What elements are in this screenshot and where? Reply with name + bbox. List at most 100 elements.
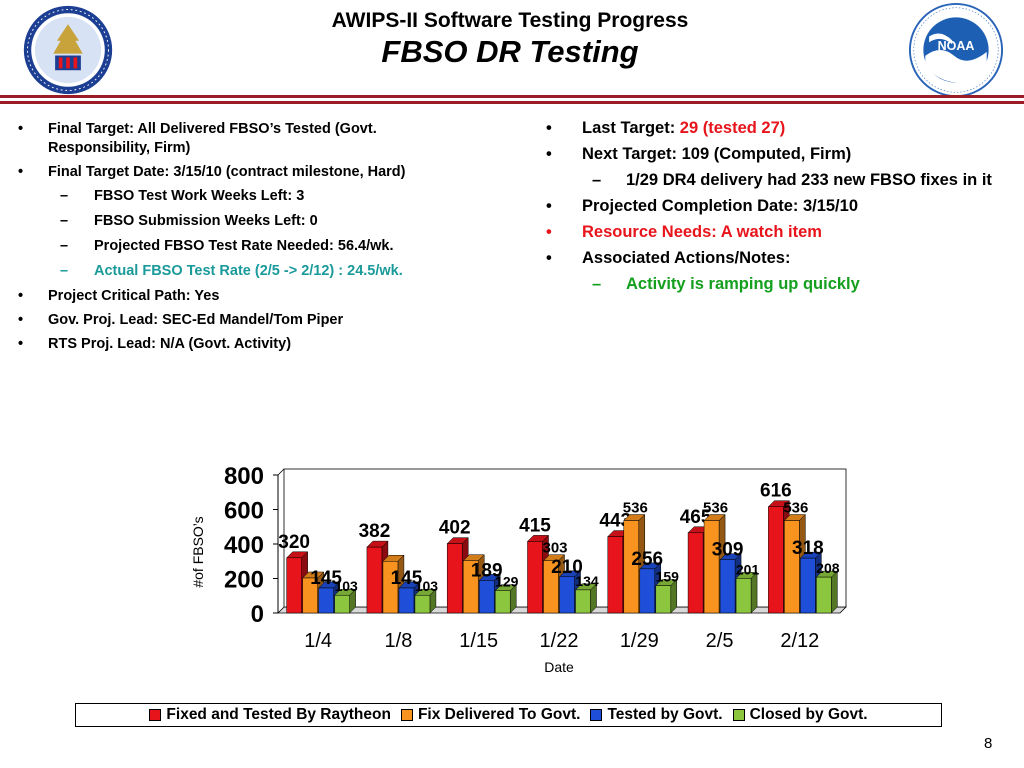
- left-bullet-item: • RTS Proj. Lead: N/A (Govt. Activity): [12, 335, 482, 354]
- bar-value-label: 134: [575, 573, 599, 589]
- bar-value-label: 320: [278, 532, 310, 553]
- bar: [687, 532, 704, 614]
- department-of-commerce-seal-icon: [23, 5, 113, 95]
- bar-side: [750, 571, 758, 614]
- bullet-marker: •: [18, 312, 24, 328]
- bullet-marker: •: [18, 288, 24, 304]
- left-bullet-item: – Actual FBSO Test Rate (2/5 -> 2/12) : 2…: [12, 262, 482, 281]
- bar-value-label: 415: [519, 515, 551, 536]
- bullet-marker: •: [546, 119, 552, 137]
- bar-value-label: 309: [712, 540, 744, 561]
- bullet-marker: •: [546, 249, 552, 267]
- bar: [382, 561, 399, 614]
- legend-item: Fix Delivered To Govt.: [400, 706, 580, 724]
- bullet-marker: –: [592, 171, 602, 189]
- y-axis-depth-line: [277, 468, 285, 476]
- header-rule-bottom: [0, 101, 1024, 104]
- bar: [800, 557, 816, 614]
- bar: [623, 520, 640, 614]
- right-bullet-item: • Last Target: 29 (tested 27): [536, 118, 1006, 138]
- bullet-text: FBSO Test Work Weeks Left: 3: [94, 188, 305, 204]
- bar: [639, 568, 656, 614]
- bullet-marker: –: [60, 238, 69, 254]
- bar: [478, 580, 495, 614]
- bar: [719, 559, 736, 614]
- y-tick-label: 800: [224, 463, 264, 490]
- bar-value-label: 201: [736, 561, 760, 577]
- bar-value-label: 208: [816, 560, 840, 576]
- x-tick-label: 1/4: [304, 630, 332, 652]
- legend-label: Closed by Govt.: [749, 706, 868, 723]
- bullet-marker: •: [18, 336, 24, 352]
- right-bullet-item: • Resource Needs: A watch item: [536, 222, 1006, 242]
- bar: [366, 546, 383, 614]
- bar-value-label: 318: [792, 538, 824, 559]
- right-bullet-item: • Next Target: 109 (Computed, Firm): [536, 144, 1006, 164]
- y-axis-label: #of FBSO’s: [190, 516, 206, 587]
- left-bullet-item: • Gov. Proj. Lead: SEC-Ed Mandel/Tom Pipe…: [12, 311, 482, 330]
- right-bullet-item: • Projected Completion Date: 3/15/10: [536, 196, 1006, 216]
- x-tick-label: 2/5: [706, 630, 734, 652]
- bullet-marker: •: [18, 121, 24, 137]
- bullet-marker: –: [60, 263, 69, 279]
- bar-value-label: 103: [415, 578, 439, 594]
- bullet-text: Project Critical Path: Yes: [48, 288, 220, 304]
- bar-value-label: 159: [656, 569, 680, 585]
- left-bullet-item: – Projected FBSO Test Rate Needed: 56.4/w…: [12, 237, 482, 256]
- bullet-text: Gov. Proj. Lead: SEC-Ed Mandel/Tom Piper: [48, 312, 344, 328]
- bar-value-label: 536: [703, 500, 728, 517]
- bar: [462, 560, 479, 614]
- bar-value-label: 536: [783, 500, 808, 517]
- bar-value-label: 536: [623, 500, 648, 517]
- bar: [398, 587, 415, 614]
- y-tick-label: 0: [251, 601, 264, 628]
- page-subtitle: FBSO DR Testing: [381, 34, 639, 69]
- bar: [334, 594, 350, 614]
- legend-swatch: [732, 709, 745, 721]
- bullet-marker: •: [546, 197, 552, 215]
- bullet-text: Resource Needs: A watch item: [582, 223, 822, 241]
- bar: [575, 589, 591, 614]
- x-tick-label: 1/22: [540, 630, 579, 652]
- title-block: AWIPS-II Software Testing Progress FBSO …: [220, 8, 800, 70]
- bullet-text: Associated Actions/Notes:: [582, 249, 791, 267]
- bar: [543, 560, 559, 614]
- bar: [302, 577, 318, 614]
- bar: [735, 578, 752, 614]
- bar-value-label: 103: [334, 578, 358, 594]
- x-tick-label: 2/12: [780, 630, 819, 652]
- x-tick-label: 1/8: [385, 630, 413, 652]
- bar: [446, 543, 463, 614]
- bar-value-label: 382: [359, 521, 391, 542]
- x-tick-label: 1/29: [620, 630, 659, 652]
- noaa-logo-icon: NOAA: [908, 2, 1004, 98]
- bar-value-label: 145: [310, 568, 342, 589]
- x-tick-label: 1/15: [459, 630, 498, 652]
- bar: [559, 576, 575, 614]
- left-bullet-item: • Final Target Date: 3/15/10 (contract mi…: [12, 163, 482, 182]
- bar-value-label: 256: [631, 549, 663, 570]
- bar-value-label: 129: [495, 574, 519, 590]
- legend-swatch: [400, 709, 413, 721]
- bullet-text: Final Target Date: 3/15/10 (contract mil…: [48, 164, 406, 180]
- bullet-text: Actual FBSO Test Rate (2/5 -> 2/12) : 24…: [94, 263, 403, 279]
- bullet-marker: •: [546, 223, 552, 241]
- legend-label: Tested by Govt.: [607, 706, 723, 723]
- bar: [607, 536, 624, 614]
- bullet-text: Projected FBSO Test Rate Needed: 56.4/wk…: [94, 238, 394, 254]
- bar: [816, 576, 832, 614]
- bullet-marker: –: [60, 188, 69, 204]
- left-bullet-item: – FBSO Test Work Weeks Left: 3: [12, 187, 482, 206]
- header-rule-top: [0, 95, 1024, 98]
- bar: [414, 594, 431, 614]
- bar-side: [831, 570, 838, 614]
- right-bullet-list: • Last Target: 29 (tested 27) • Next Target…: [536, 118, 1006, 300]
- bullet-text: Final Target: All Delivered FBSO’s Teste…: [48, 121, 377, 156]
- bar-value-label: 303: [542, 540, 567, 557]
- left-bullet-item: • Project Critical Path: Yes: [12, 287, 482, 306]
- bullet-marker: –: [60, 213, 69, 229]
- legend-swatch: [590, 709, 603, 721]
- bar: [768, 506, 784, 614]
- bullet-marker: •: [18, 164, 24, 180]
- y-tick-label: 200: [224, 567, 264, 594]
